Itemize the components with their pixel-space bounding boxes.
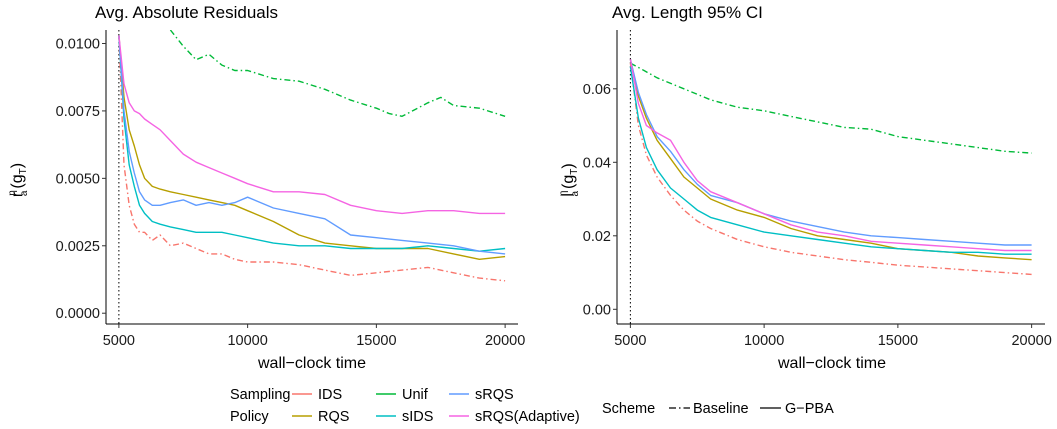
residuals-series-srqs <box>118 35 506 255</box>
ci-length-panel-title: Avg. Length 95% CI <box>612 3 763 22</box>
residuals-x-axis-title: wall−clock time <box>257 355 366 372</box>
ci-length-x-tick-label: 10000 <box>744 333 784 349</box>
sampling-legend-label-rqs: RQS <box>318 409 349 425</box>
residuals-series-ids <box>118 35 506 282</box>
residuals-y-tick-label: 0.0075 <box>56 104 100 120</box>
sampling-legend-title-line1: Sampling <box>230 387 290 403</box>
residuals-series-srqs-adaptive <box>118 35 506 215</box>
ci-length-x-axis-title: wall−clock time <box>777 355 886 372</box>
residuals-y-tick-label: 0.0025 <box>56 239 100 255</box>
sampling-legend-label-ids: IDS <box>318 387 342 403</box>
residuals-panel-title: Avg. Absolute Residuals <box>95 3 278 22</box>
sampling-legend-label-srqs: sRQS <box>475 387 514 403</box>
ci-length-y-axis-subscript: a <box>570 191 581 197</box>
ci-length-x-tick-label: 20000 <box>1011 333 1051 349</box>
ci-length-y-axis-superscript: η <box>558 191 569 197</box>
residuals-x-tick-label: 15000 <box>356 333 396 349</box>
sampling-policy-legend: Sampling Policy IDS RQS Unif sIDS sRQS sRQS(A… <box>230 387 580 425</box>
ci-length-x-tick-label: 15000 <box>878 333 918 349</box>
ci-length-y-axis-arg-subscript: T <box>569 169 580 175</box>
residuals-x-tick-label: 20000 <box>485 333 525 349</box>
ci-length-y-axis-close: ) <box>560 163 577 168</box>
residuals-y-axis-superscript: η <box>7 190 18 196</box>
residuals-series-group <box>118 30 506 282</box>
sampling-legend-label-unif: Unif <box>402 387 429 403</box>
residuals-y-tick-label: 0.0000 <box>56 306 100 322</box>
sampling-legend-title-line2: Policy <box>230 409 269 425</box>
ci-length-series-srqs-adaptive <box>629 59 1032 252</box>
residuals-x-tick-label: 10000 <box>227 333 267 349</box>
ci-length-series-srqs <box>629 59 1032 246</box>
residuals-x-tick-label: 5000 <box>103 333 135 349</box>
ci-length-y-tick-label: 0.06 <box>583 82 611 98</box>
residuals-panel: Avg. Absolute Residuals rηa (gT) wall−clo… <box>7 3 525 372</box>
ci-length-y-axis-symbol: l <box>560 193 577 197</box>
ci-length-x-tick-label: 5000 <box>614 333 646 349</box>
residuals-series-unif <box>169 30 506 117</box>
residuals-y-tick-label: 0.0100 <box>56 36 100 52</box>
svg-text:lηa(gT): lηa (gT) <box>558 163 581 196</box>
residuals-y-axis-arg: (g <box>9 174 26 188</box>
ci-length-y-tick-label: 0.02 <box>583 229 611 245</box>
residuals-y-axis-close: ) <box>9 163 26 168</box>
ci-length-y-tick-label: 0.04 <box>583 155 611 171</box>
sampling-legend-label-sids: sIDS <box>402 409 433 425</box>
scheme-legend-baseline-label: Baseline <box>693 401 749 417</box>
residuals-y-axis-title: rηa (gT) <box>7 163 30 197</box>
residuals-y-axis-subscript: a <box>19 190 30 196</box>
ci-length-series-sids <box>629 66 1032 255</box>
ci-length-y-axis-title: lηa (gT) <box>558 163 581 196</box>
ci-length-series-unif <box>630 62 1032 154</box>
scheme-legend: Scheme Baseline G−PBA <box>602 401 834 417</box>
scheme-legend-gpba-label: G−PBA <box>785 401 834 417</box>
ci-length-series-ids <box>629 63 1032 276</box>
ci-length-series-group <box>629 59 1032 276</box>
residuals-y-tick-label: 0.0050 <box>56 171 100 187</box>
sampling-legend-label-srqs-adaptive: sRQS(Adaptive) <box>475 409 580 425</box>
residuals-series-sids <box>118 35 506 252</box>
residuals-y-axis-symbol: r <box>9 191 26 197</box>
ci-length-y-axis-arg: (g <box>560 175 577 189</box>
scheme-legend-title: Scheme <box>602 401 655 417</box>
ci-length-panel: Avg. Length 95% CI lηa (gT) wall−clock ti… <box>558 3 1052 372</box>
svg-text:rηa(gT): rηa (gT) <box>7 163 30 197</box>
ci-length-y-tick-label: 0.00 <box>583 302 611 318</box>
residuals-y-axis-arg-subscript: T <box>18 168 29 174</box>
